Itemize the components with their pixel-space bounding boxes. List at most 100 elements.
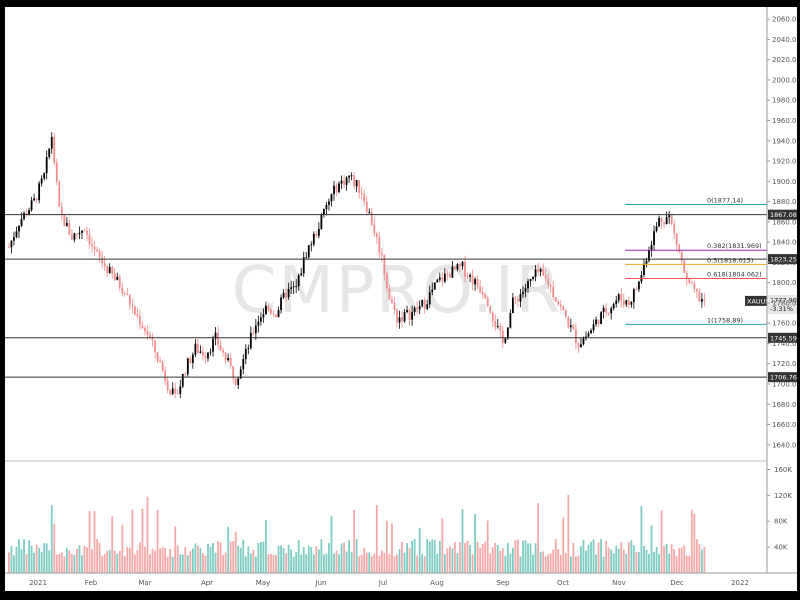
volume-bar [232, 541, 235, 573]
candle-body [58, 181, 61, 207]
candle-body [612, 303, 615, 309]
candle-body [469, 274, 471, 277]
candle-body [431, 289, 434, 293]
candle-body [338, 183, 340, 193]
candle-body [678, 244, 681, 252]
volume-bar [267, 554, 270, 573]
volume-bar [194, 543, 197, 573]
volume-bar [345, 551, 348, 573]
candle-body [569, 325, 572, 328]
price-tick-label: 1800.000 [772, 279, 797, 287]
volume-bar [499, 550, 502, 573]
candle-body [88, 234, 91, 245]
current-price-change: -3.31% [770, 305, 793, 313]
candle-body [360, 192, 363, 194]
volume-bar [612, 553, 615, 573]
level-price-tag [768, 332, 797, 343]
volume-bar [380, 550, 383, 573]
price-tick-label: 1820.000 [772, 259, 797, 267]
candle-body [295, 286, 298, 287]
volume-bar [383, 552, 386, 573]
volume-bar [260, 542, 262, 573]
candle-body [461, 261, 464, 267]
candle-body [63, 214, 66, 226]
candle-body [590, 330, 592, 334]
candle-body [93, 246, 96, 250]
candle-body [670, 215, 673, 224]
volume-bar [431, 539, 434, 573]
candle-body [703, 299, 706, 301]
volume-bar [547, 554, 550, 573]
candle-body [388, 288, 391, 299]
candle-body [504, 338, 507, 343]
candle-body [333, 185, 335, 195]
candle-body [479, 286, 482, 293]
price-tick-label: 1660.000 [772, 421, 797, 429]
candle-body [365, 201, 368, 213]
candle-body [222, 349, 224, 353]
candle-body [466, 276, 469, 278]
volume-bar [68, 550, 71, 573]
price-tick-label: 1860.000 [772, 218, 797, 226]
volume-bar [227, 526, 230, 573]
candle-body [380, 253, 383, 256]
candle-body [605, 307, 608, 313]
volume-bar [630, 540, 633, 573]
chart-svg: CMPRO.IR 1867.080 1823.250 1745.590 1706.76… [5, 7, 797, 587]
volume-bar [214, 552, 217, 573]
volume-bar [307, 545, 310, 573]
candle-body [456, 264, 459, 270]
volume-bar [638, 552, 640, 573]
volume-bar [98, 542, 101, 573]
volume-bar [176, 545, 179, 573]
volume-bar [360, 555, 363, 573]
candle-body [83, 230, 86, 232]
volume-bar [106, 551, 109, 573]
candle-body [38, 183, 41, 201]
volume-bar [585, 550, 587, 573]
candle-body [446, 273, 449, 275]
candle-body [501, 330, 504, 343]
volume-bar [685, 555, 688, 573]
candle-body [398, 317, 401, 323]
volume-bar [559, 554, 562, 573]
candle-body [189, 358, 192, 363]
volume-bar [242, 539, 245, 573]
volume-bar [244, 556, 247, 573]
candle-body [166, 380, 169, 391]
candle-body [131, 304, 134, 307]
volume-bar [597, 542, 600, 573]
volume-bar [512, 548, 514, 573]
volume-bar [123, 556, 126, 573]
volume-bar [121, 524, 124, 573]
candle-body [375, 233, 378, 237]
candle-body [73, 233, 76, 240]
candle-body [411, 312, 413, 320]
candle-body [45, 157, 48, 174]
candle-body [509, 313, 512, 328]
candle-body [267, 305, 270, 310]
volume-bar [181, 554, 184, 573]
volume-bar [643, 545, 645, 573]
candle-body [607, 312, 610, 314]
volume-bar [569, 556, 572, 573]
candle-body [421, 299, 424, 307]
candle-body [239, 369, 242, 379]
volume-bar [446, 548, 449, 573]
volume-bar [325, 553, 328, 573]
volume-bar [164, 547, 167, 573]
candle-body [486, 298, 489, 307]
candle-body [693, 283, 696, 290]
volume-bar [552, 549, 555, 573]
volume-bar [229, 541, 232, 573]
time-axis-label: Mar [138, 579, 151, 587]
candle-body [386, 274, 388, 289]
volume-bar [310, 546, 313, 573]
volume-bar [141, 508, 144, 573]
watermark: CMPRO.IR [232, 254, 562, 328]
candle-body [542, 269, 545, 276]
volume-bar [688, 555, 691, 573]
candle-body [627, 300, 630, 305]
candle-body [423, 299, 426, 309]
candle-body [595, 319, 597, 325]
